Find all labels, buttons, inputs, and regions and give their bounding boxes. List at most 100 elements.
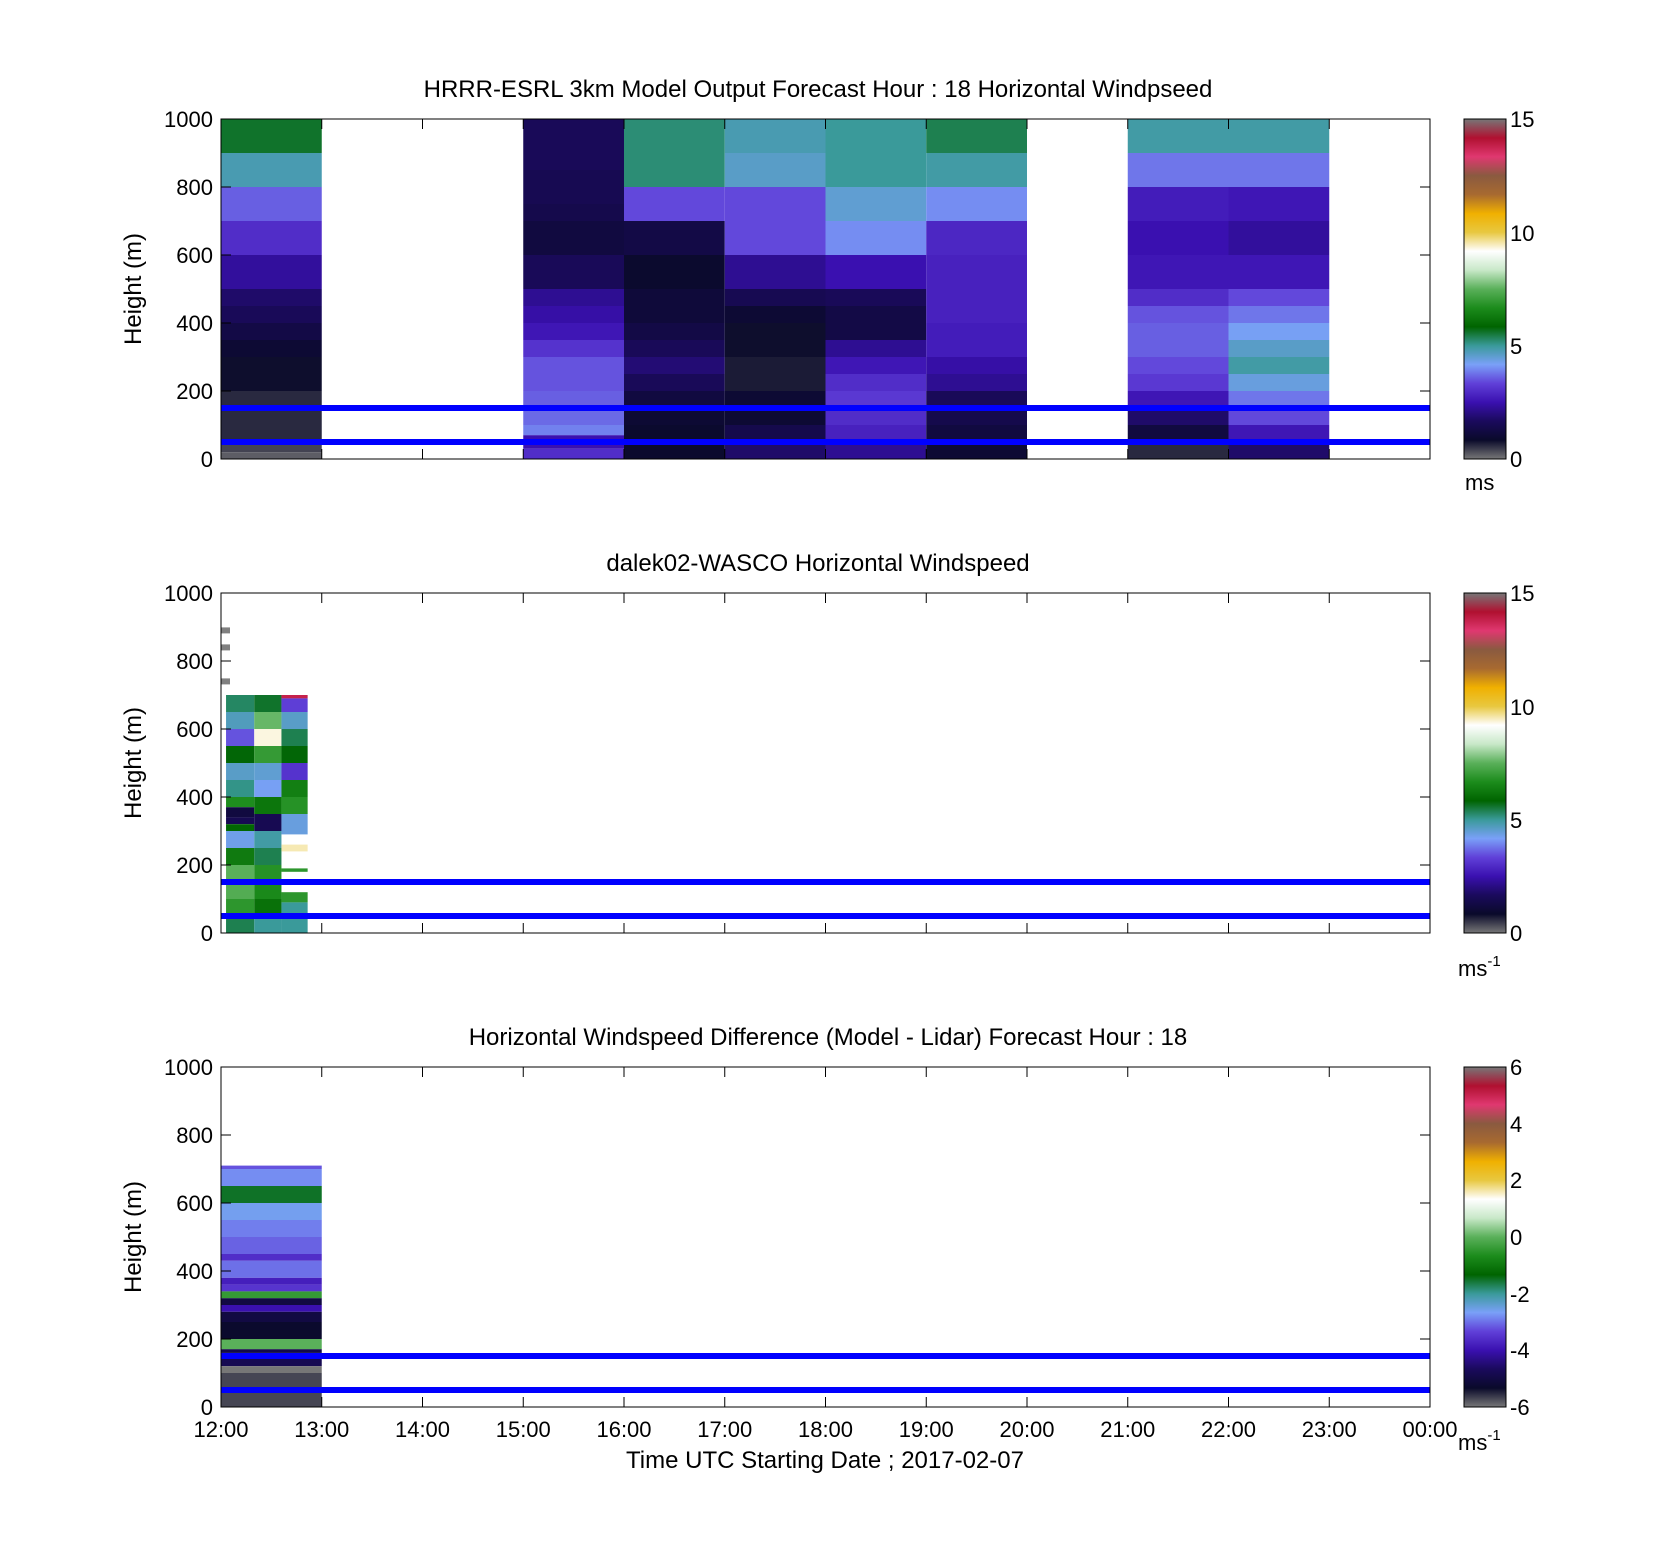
- heatmap-cell: [926, 187, 1027, 221]
- heatmap-cell: [281, 729, 308, 746]
- heatmap-cell: [221, 1366, 322, 1373]
- heatmap-cell: [254, 763, 282, 780]
- heatmap-cell: [1228, 306, 1330, 323]
- y-ticks: 0 200 400 600 800 1000: [164, 581, 1430, 946]
- x-ticks: [220, 119, 1431, 459]
- heatmap-cell: [221, 1298, 322, 1305]
- y-ticks: 0 200 400 600 800 1000: [164, 107, 1430, 472]
- y-tick-label: 200: [176, 853, 213, 878]
- heatmap-cell: [254, 831, 282, 848]
- heatmap-cell: [226, 746, 255, 763]
- x-tick-label: 22:00: [1201, 1417, 1256, 1442]
- heatmap-cell: [281, 892, 308, 903]
- heatmap-cell: [281, 868, 308, 872]
- heatmap-cell: [226, 831, 255, 848]
- heatmap-cell: [1127, 289, 1229, 306]
- y-tick-label: 600: [176, 1191, 213, 1216]
- heatmap-cell: [221, 1349, 322, 1353]
- heatmap-cell: [724, 323, 826, 357]
- heatmap-cells: [221, 1165, 322, 1407]
- heatmap-cell: [825, 255, 927, 289]
- x-ticks: [220, 593, 1431, 933]
- heatmap-cell: [221, 323, 322, 340]
- y-tick-label: 400: [176, 311, 213, 336]
- heatmap-cell: [825, 391, 927, 408]
- heatmap-cell: [926, 374, 1027, 391]
- heatmap-cell: [624, 255, 725, 289]
- heatmap-cell: [254, 848, 282, 865]
- heatmap-cell: [221, 1339, 322, 1350]
- heatmap-cell: [221, 391, 322, 408]
- heatmap-cell: [226, 797, 255, 808]
- heatmap-cell: [1127, 221, 1229, 255]
- heatmap-cell: [523, 170, 624, 204]
- heatmap-cell: [926, 425, 1027, 442]
- heatmap-cell: [926, 408, 1027, 425]
- heatmap-cell: [254, 882, 282, 899]
- heatmap-cell: [825, 289, 927, 306]
- x-tick-label: 17:00: [697, 1417, 752, 1442]
- heatmap-cell: [221, 119, 322, 153]
- heatmap-cell: [221, 408, 322, 442]
- colorbar-tick-label: 15: [1510, 581, 1534, 606]
- difference-panel: Horizontal Windspeed Difference (Model -…: [120, 1024, 1530, 1455]
- heatmap-cell: [926, 442, 1027, 459]
- heatmap-cell: [523, 391, 624, 408]
- heatmap-cell: [221, 1305, 322, 1312]
- heatmap-cell: [624, 391, 725, 408]
- heatmap-cell: [1127, 374, 1229, 391]
- x-tick-labels: 12:00 13:00 14:00 15:00 16:00 17:00 18:00 19:00…: [193, 1417, 1457, 1442]
- heatmap-cell: [1228, 221, 1330, 255]
- colorbar-tick-label: 6: [1510, 1055, 1522, 1080]
- y-tick-label: 200: [176, 1327, 213, 1352]
- heatmap-cell: [221, 1356, 322, 1367]
- heatmap-cell: [221, 255, 322, 289]
- heatmap-cell: [624, 323, 725, 340]
- x-tick-label: 20:00: [999, 1417, 1054, 1442]
- heatmap-cell: [254, 729, 282, 746]
- heatmap-cell: [226, 848, 255, 865]
- colorbar-tick-label: 0: [1510, 447, 1522, 472]
- colorbar-tick-label: 10: [1510, 695, 1534, 720]
- heatmap-cell: [926, 119, 1027, 153]
- model-windspeed-panel: HRRR-ESRL 3km Model Output Forecast Hour…: [120, 76, 1534, 495]
- colorbar-fill: [1463, 592, 1507, 934]
- y-axis-label: Height (m): [120, 707, 147, 819]
- heatmap-cell: [221, 1284, 322, 1292]
- heatmap-cell: [724, 306, 826, 323]
- colorbar-fill: [1463, 1066, 1507, 1408]
- y-tick-label: 800: [176, 175, 213, 200]
- heatmap-cell: [221, 340, 322, 357]
- x-tick-label: 14:00: [395, 1417, 450, 1442]
- y-tick-label: 400: [176, 785, 213, 810]
- heatmap-cell: [1228, 255, 1330, 289]
- heatmap-cell: [926, 153, 1027, 187]
- heatmap-cell: [624, 289, 725, 323]
- colorbar-fill: [1463, 118, 1507, 460]
- heatmap-cell: [1127, 153, 1229, 187]
- reference-lines: [221, 405, 1430, 445]
- heatmap-cell: [221, 1291, 322, 1299]
- heatmap-cell: [226, 882, 255, 899]
- heatmap-cell: [523, 340, 624, 357]
- heatmap-cell: [1127, 425, 1229, 442]
- heatmap-cell: [624, 187, 725, 221]
- heatmap-cell: [221, 1260, 322, 1278]
- heatmap-cell: [226, 695, 255, 712]
- x-tick-label: 23:00: [1302, 1417, 1357, 1442]
- panel-title: dalek02-WASCO Horizontal Windspeed: [606, 550, 1029, 577]
- heatmap-cell: [523, 408, 624, 425]
- heatmap-cell: [254, 814, 282, 831]
- heatmap-cells: [221, 627, 308, 933]
- x-tick-label: 15:00: [496, 1417, 551, 1442]
- heatmap-cell: [825, 306, 927, 340]
- y-tick-label: 1000: [164, 107, 213, 132]
- x-tick-label: 12:00: [193, 1417, 248, 1442]
- reference-lines: [221, 879, 1430, 919]
- heatmap-cell: [254, 695, 282, 712]
- heatmap-cell: [226, 807, 255, 818]
- panel-title: Horizontal Windspeed Difference (Model -…: [469, 1024, 1188, 1051]
- colorbar-tick-label: 0: [1510, 1225, 1522, 1250]
- heatmap-cell: [221, 1277, 322, 1285]
- heatmap-cell: [226, 899, 255, 916]
